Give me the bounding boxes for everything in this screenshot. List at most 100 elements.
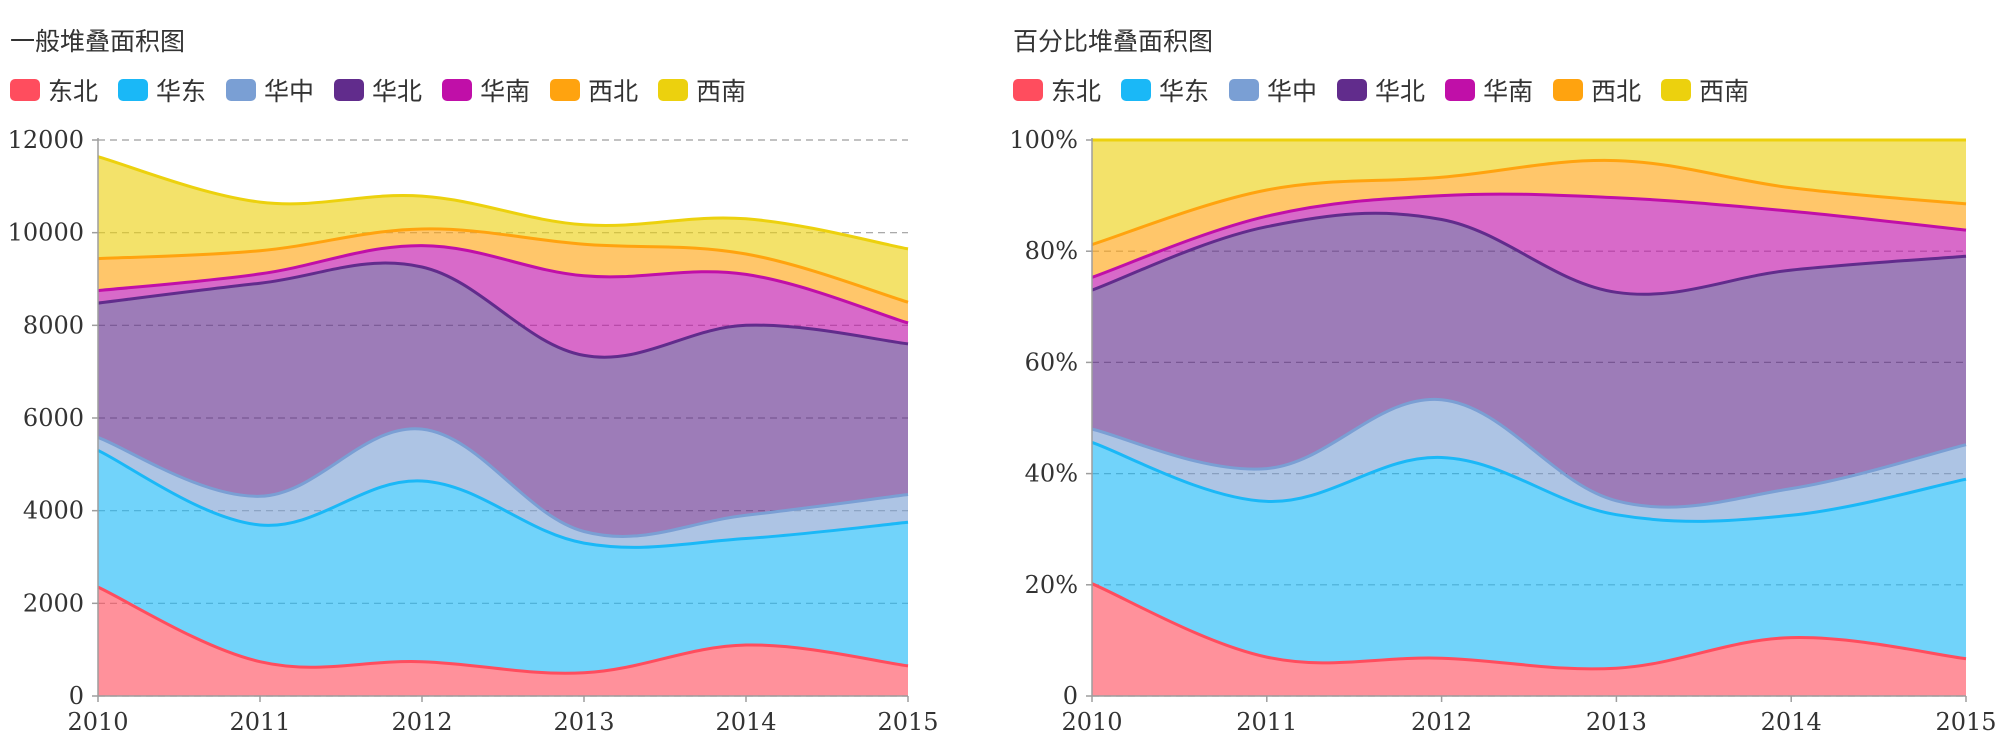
- area-huabei[interactable]: [98, 263, 908, 537]
- stacked-area-plot-percent: 0 20% 40% 60% 80% 100% 2010 2011 2012 2013 2014 201…: [1009, 126, 1996, 736]
- y-tick-label: 2000: [23, 589, 84, 617]
- legend-general: 东北 华东 华中 华北 华南 西北 西南: [10, 72, 766, 108]
- legend-swatch-icon: [1229, 79, 1260, 101]
- legend-label: 华中: [1267, 77, 1318, 106]
- line-huanan: [1091, 192, 1967, 279]
- line-xinan: [97, 155, 909, 251]
- line-xibei: [97, 227, 909, 304]
- chart-title-general: 一般堆叠面积图: [10, 27, 186, 56]
- legend-item-huazhong[interactable]: 华中: [226, 72, 314, 108]
- x-tick-label: 2013: [553, 708, 614, 736]
- legend-swatch-icon: [1445, 79, 1476, 101]
- legend-item-huabei[interactable]: 华北: [1337, 72, 1425, 108]
- line-huadong: [97, 449, 909, 549]
- legend-swatch-icon: [658, 79, 689, 101]
- legend-label: 华东: [1159, 77, 1210, 106]
- x-tick-label: 2012: [391, 708, 452, 736]
- y-tick-label: 4000: [23, 497, 84, 525]
- line-dongbei: [1091, 582, 1967, 671]
- legend-item-xibei[interactable]: 西北: [550, 72, 638, 108]
- y-tick-label: 40%: [1025, 460, 1078, 488]
- legend-label: 华南: [480, 77, 531, 106]
- legend-label: 东北: [48, 77, 99, 106]
- y-tick-label: 6000: [23, 404, 84, 432]
- legend-item-xinan[interactable]: 西南: [658, 72, 746, 108]
- legend-percent: 东北 华东 华中 华北 华南 西北 西南: [1013, 72, 1769, 108]
- legend-swatch-icon: [10, 79, 40, 101]
- stacked-area-plot-general: 0 2000 4000 6000 8000 10000 12000 2010 2011 2012 2…: [8, 126, 939, 736]
- x-tick-label: 2010: [1061, 708, 1122, 736]
- x-tick-label: 2014: [1761, 708, 1822, 736]
- chart-panel-percent: 百分比堆叠面积图 东北 华东 华中 华北 华南 西北 西南: [1003, 0, 2006, 756]
- legend-label: 华北: [372, 77, 423, 106]
- legend-swatch-icon: [1337, 79, 1368, 101]
- x-tick-label: 2010: [67, 708, 128, 736]
- legend-label: 西南: [696, 77, 747, 106]
- line-huanan: [97, 244, 909, 325]
- x-tick-label: 2015: [1935, 708, 1996, 736]
- x-tick-label: 2013: [1586, 708, 1647, 736]
- legend-label: 华南: [1483, 77, 1534, 106]
- x-tick-label: 2014: [715, 708, 776, 736]
- line-huazhong: [1091, 397, 1967, 509]
- area-xibei[interactable]: [1092, 160, 1966, 278]
- y-tick-label: 8000: [23, 311, 84, 339]
- area-huadong[interactable]: [98, 450, 908, 674]
- y-tick-label: 12000: [8, 126, 84, 154]
- area-dongbei[interactable]: [1092, 583, 1966, 696]
- y-tick-label: 100%: [1009, 126, 1078, 154]
- legend-swatch-icon: [118, 79, 149, 101]
- area-huazhong[interactable]: [1092, 399, 1966, 522]
- legend-item-huanan[interactable]: 华南: [1445, 72, 1533, 108]
- area-huanan[interactable]: [1092, 194, 1966, 295]
- legend-label: 东北: [1051, 77, 1102, 106]
- legend-swatch-icon: [226, 79, 257, 101]
- x-tick-label: 2012: [1411, 708, 1472, 736]
- legend-label: 华中: [264, 77, 315, 106]
- legend-item-huazhong[interactable]: 华中: [1229, 72, 1317, 108]
- y-tick-label: 10000: [8, 219, 84, 247]
- area-huazhong[interactable]: [98, 428, 908, 548]
- area-dongbei[interactable]: [98, 587, 908, 696]
- line-huabei: [1091, 211, 1967, 296]
- legend-swatch-icon: [1013, 79, 1043, 101]
- chart-title-percent: 百分比堆叠面积图: [1013, 27, 1214, 56]
- legend-item-huabei[interactable]: 华北: [334, 72, 422, 108]
- x-tick-label: 2015: [877, 708, 938, 736]
- area-xinan[interactable]: [98, 156, 908, 303]
- y-tick-label: 60%: [1025, 348, 1078, 376]
- legend-item-dongbei[interactable]: 东北: [10, 72, 98, 108]
- legend-item-xinan[interactable]: 西南: [1661, 72, 1749, 108]
- legend-label: 西北: [1591, 77, 1642, 106]
- line-dongbei: [97, 585, 909, 675]
- legend-label: 华北: [1375, 77, 1426, 106]
- legend-swatch-icon: [1553, 79, 1584, 101]
- y-tick-label: 80%: [1025, 237, 1078, 265]
- area-xibei[interactable]: [98, 228, 908, 324]
- legend-swatch-icon: [1121, 79, 1152, 101]
- legend-label: 西北: [588, 77, 639, 106]
- chart-panel-general: 一般堆叠面积图 东北 华东 华中 华北 华南 西北 西南: [10, 27, 766, 108]
- legend-label: 西南: [1699, 77, 1750, 106]
- y-tick-label: 0: [69, 682, 84, 710]
- legend-item-huanan[interactable]: 华南: [442, 72, 530, 108]
- legend-label: 华东: [156, 77, 207, 106]
- area-huanan[interactable]: [98, 245, 908, 358]
- area-huadong[interactable]: [1092, 442, 1966, 669]
- y-tick-label: 0: [1063, 682, 1078, 710]
- area-xinan[interactable]: [1092, 140, 1966, 245]
- legend-item-dongbei[interactable]: 东北: [1013, 72, 1101, 108]
- legend-item-huadong[interactable]: 华东: [118, 72, 206, 108]
- area-huabei[interactable]: [1092, 213, 1966, 508]
- line-xibei: [1091, 158, 1967, 246]
- legend-swatch-icon: [334, 79, 365, 101]
- legend-swatch-icon: [1661, 79, 1692, 101]
- legend-swatch-icon: [442, 79, 473, 101]
- x-tick-label: 2011: [1236, 708, 1297, 736]
- legend-swatch-icon: [550, 79, 581, 101]
- x-tick-label: 2011: [229, 708, 290, 736]
- line-huadong: [1091, 441, 1967, 523]
- legend-item-huadong[interactable]: 华东: [1121, 72, 1209, 108]
- y-tick-label: 20%: [1025, 571, 1078, 599]
- legend-item-xibei[interactable]: 西北: [1553, 72, 1641, 108]
